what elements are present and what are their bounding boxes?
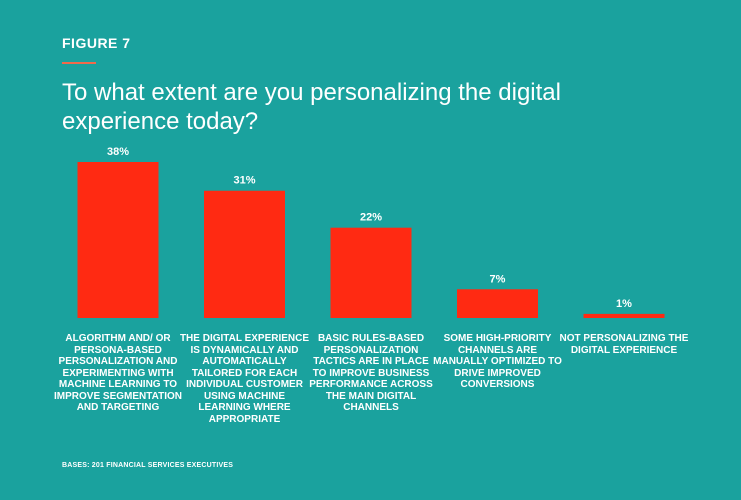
bar-value-label-2: 31% bbox=[233, 175, 255, 187]
category-label-4: SOME HIGH-PRIORITY CHANNELS ARE MANUALLY… bbox=[433, 333, 562, 390]
bar-value-label-3: 22% bbox=[360, 212, 382, 224]
bar-3 bbox=[330, 227, 412, 318]
figure-label: FIGURE 7 bbox=[62, 35, 131, 51]
bar-value-label-4: 7% bbox=[490, 273, 506, 285]
bar-5 bbox=[583, 313, 665, 318]
category-label-5: NOT PERSONALIZING THE DIGITAL EXPERIENCE bbox=[559, 333, 689, 356]
category-label-3: BASIC RULES-BASED PERSONALIZATION TACTIC… bbox=[309, 333, 433, 413]
chart-title: To what extent are you personalizing the… bbox=[62, 79, 561, 135]
category-label-2: THE DIGITAL EXPERIENCE IS DYNAMICALLY AN… bbox=[179, 333, 310, 425]
bar-2 bbox=[204, 190, 285, 318]
bar-4 bbox=[457, 289, 538, 318]
figure-rule bbox=[62, 62, 96, 64]
bases-footnote: BASES: 201 FINANCIAL SERVICES EXECUTIVES bbox=[62, 462, 234, 469]
category-label-1: ALGORITHM AND/ OR PERSONA-BASED PERSONAL… bbox=[54, 333, 182, 413]
bar-1 bbox=[77, 162, 159, 318]
bar-value-label-5: 1% bbox=[616, 298, 632, 310]
bar-value-label-1: 38% bbox=[107, 146, 129, 158]
